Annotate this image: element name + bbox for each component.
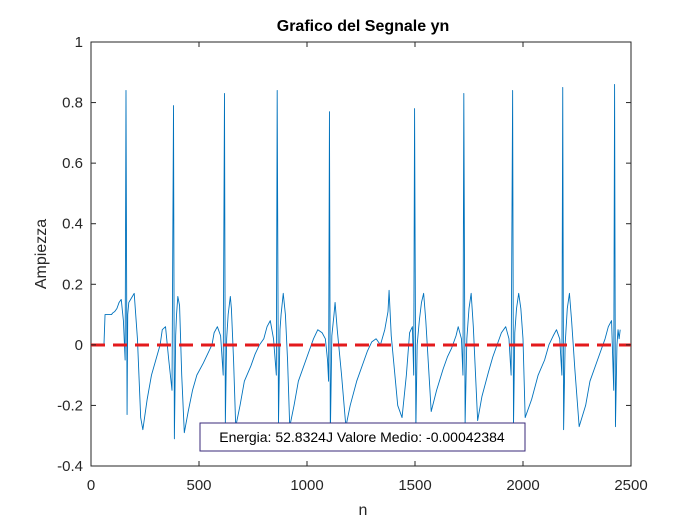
x-tick-label: 2500 <box>614 477 647 494</box>
y-tick-label: -0.2 <box>57 397 83 414</box>
x-tick-label: 500 <box>186 477 211 494</box>
x-axis-label: n <box>359 502 368 519</box>
x-tick-label: 1000 <box>290 477 323 494</box>
chart-title: Grafico del Segnale yn <box>277 18 450 35</box>
plot-area: 0 500 1000 1500 2000 2500 -0.4 -0.2 0 0.2 0.4 0.6 0.… <box>57 34 648 494</box>
annotation-text: Energia: 52.8324J Valore Medio: -0.00042… <box>219 429 505 445</box>
y-tick-label: 0.8 <box>62 95 83 112</box>
y-tick-label: 0.6 <box>62 155 83 172</box>
y-axis-label: Ampiezza <box>33 219 50 289</box>
y-tick-label: -0.4 <box>57 458 83 475</box>
y-tick-label: 0.4 <box>62 216 83 233</box>
x-tick-label: 0 <box>87 477 95 494</box>
axes-box <box>90 41 632 467</box>
y-tick-label: 0 <box>75 337 83 354</box>
y-tick-label: 0.2 <box>62 276 83 293</box>
ticks-layer: 0 500 1000 1500 2000 2500 -0.4 -0.2 0 0.2 0.4 0.6 0.… <box>57 34 648 494</box>
x-tick-label: 1500 <box>398 477 431 494</box>
series-layer <box>91 83 631 440</box>
x-tick-label: 2000 <box>506 477 539 494</box>
signal-line <box>103 83 621 440</box>
annotation-rect <box>199 422 526 452</box>
annotation-box: Energia: 52.8324J Valore Medio: -0.00042… <box>199 422 526 452</box>
y-tick-label: 1 <box>75 34 83 51</box>
